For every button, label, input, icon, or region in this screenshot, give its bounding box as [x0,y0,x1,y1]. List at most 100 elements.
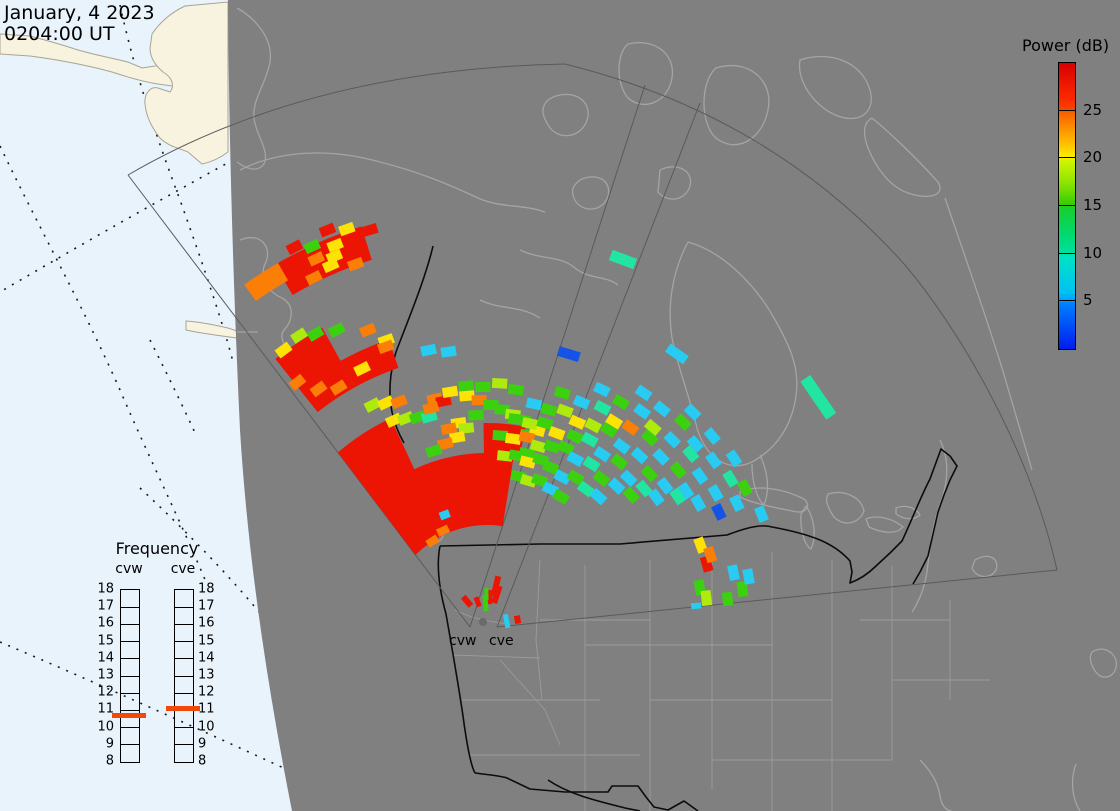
echo-cell [491,377,508,389]
echo-cell [572,394,591,410]
echo-cell [353,361,371,377]
echo-cell [325,248,344,264]
date-text: January, 4 2023 [4,2,155,24]
echo-cell [540,402,558,417]
echo-cell [518,430,536,444]
echo-cell [475,381,491,393]
frequency-scale-label: 14 [97,650,114,666]
ladder-rung [121,744,139,746]
echo-cell [725,449,743,468]
echo-cell [664,343,689,365]
radar-echoes [244,221,837,629]
colorbar-tick-label: 5 [1083,291,1093,310]
frequency-scale-label: 11 [97,701,114,717]
night-shade-region [228,0,1120,811]
graticule-lines [0,4,289,771]
echo-cell [593,399,612,416]
colorbar-title: Power (dB) [1022,36,1110,55]
echo-cell [484,587,489,601]
echo-cell [584,417,603,434]
radar-site-dot [479,618,487,626]
echo-cell [440,345,457,358]
echo-cell [669,487,687,506]
frequency-scale-label: 13 [198,667,215,683]
echo-cell [359,322,377,338]
echo-cell [327,322,346,338]
echo-cell [677,481,695,500]
echo-cell [682,445,700,463]
frequency-scale-label: 17 [198,598,215,614]
echo-cell [318,222,337,238]
frequency-ladder-cvw [120,589,140,763]
colorbar-tick [1059,157,1075,159]
state-boundaries [451,552,990,811]
echo-cell [643,418,662,437]
echo-cell [663,430,682,449]
echo-cell [736,478,753,497]
echo-cell [307,251,326,267]
echo-cell [530,473,549,488]
echo-cell [492,429,509,441]
echo-sector [331,418,417,503]
echo-cell [556,346,581,363]
echo-cell [640,464,659,483]
echo-cell [507,383,524,396]
echo-cell [582,455,601,473]
echo-cell [436,437,454,451]
echo-cell [376,395,395,411]
echo-cell [630,446,649,465]
echo-cell [309,380,328,398]
ladder-rung [175,641,193,643]
echo-cell [521,417,539,430]
ladder-rung [121,727,139,729]
ladder-rung [175,727,193,729]
frequency-scale-label: 10 [97,719,114,735]
echo-cell [303,238,321,255]
echo-cell [390,394,408,410]
ladder-rung [121,641,139,643]
echo-cell [635,479,653,498]
echo-cell [468,409,484,421]
echo-cell [721,591,734,608]
timestamp: January, 4 2023 0204:00 UT [4,3,155,44]
echo-cell [599,421,618,439]
echo-cell [592,381,611,398]
frequency-scale-label: 15 [97,633,114,649]
frequency-scale-label: 16 [97,615,114,631]
echo-cell [640,429,659,447]
echo-cell [425,443,443,458]
echo-cell [611,393,630,411]
echo-cell [459,390,475,402]
frequency-marker-cve [166,706,200,712]
frequency-scale-label: 8 [198,753,207,769]
map-radar-label-cve: cve [489,633,514,649]
echo-cell [505,432,522,445]
ladder-rung [121,692,139,694]
echo-cell [568,414,587,430]
echo-cell [338,221,356,237]
echo-cell [435,524,451,537]
frequency-panel-title: Frequency [115,539,199,558]
echo-cell [513,615,522,625]
echo-cell [566,451,585,467]
echo-cell [589,488,608,506]
echo-cell [605,413,624,430]
echo-cell [580,431,599,448]
echo-cell [285,239,304,256]
frequency-scale-label: 18 [198,581,215,597]
colorbar-tick-label: 10 [1083,243,1103,262]
echo-cell [363,397,382,413]
time-text: 0204:00 UT [4,22,115,45]
colorbar-tick-label: 20 [1083,148,1103,167]
ladder-rung [175,744,193,746]
echo-cell [525,397,543,411]
echo-cell [519,473,537,488]
echo-cell [619,469,638,488]
echo-cell [425,534,440,548]
ladder-rung [175,692,193,694]
echo-cell [471,394,487,406]
echo-cell [800,374,837,420]
frequency-scale-label: 18 [97,581,114,597]
echo-cell [700,590,713,607]
colorbar-tick [1059,252,1075,254]
